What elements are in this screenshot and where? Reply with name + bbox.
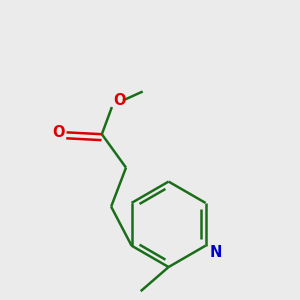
Text: O: O [113,93,126,108]
Text: O: O [52,125,64,140]
Text: N: N [210,245,222,260]
